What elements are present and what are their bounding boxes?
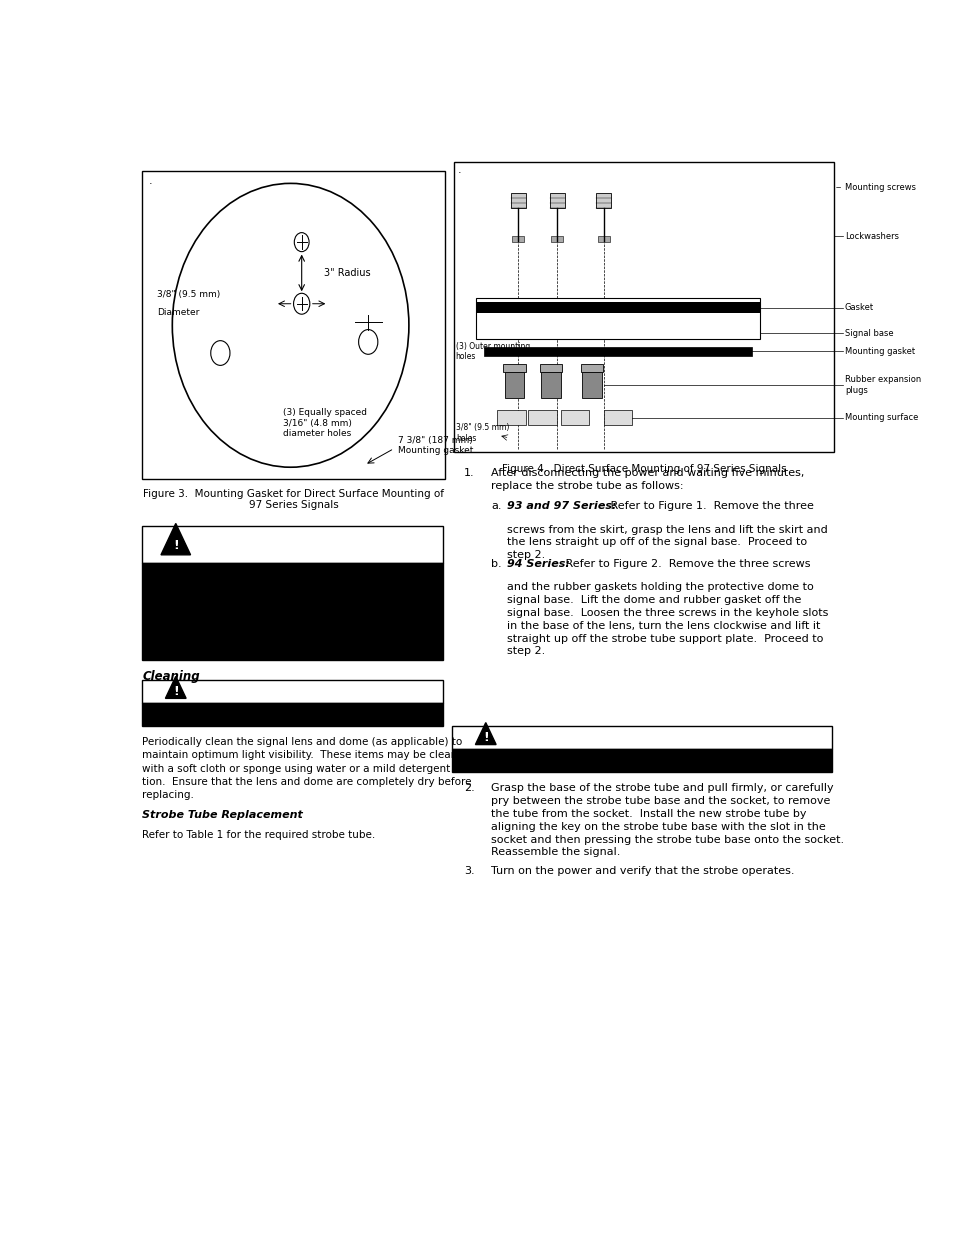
- Bar: [142, 563, 443, 661]
- Bar: [142, 526, 443, 563]
- Bar: [560, 410, 589, 425]
- Bar: [452, 726, 831, 748]
- Bar: [540, 372, 560, 399]
- Bar: [142, 172, 444, 479]
- Text: 3/8" (9.5 mm)
holes: 3/8" (9.5 mm) holes: [456, 424, 509, 443]
- Text: 93 and 97 Series:: 93 and 97 Series:: [506, 501, 616, 511]
- Text: !: !: [482, 731, 488, 745]
- Text: a.: a.: [491, 501, 501, 511]
- Text: (3) Equally spaced
3/16" (4.8 mm)
diameter holes: (3) Equally spaced 3/16" (4.8 mm) diamet…: [283, 409, 367, 438]
- Bar: [142, 703, 443, 726]
- Bar: [142, 679, 443, 703]
- Bar: [581, 372, 601, 399]
- Text: Mounting gasket: Mounting gasket: [844, 347, 914, 356]
- Text: 94 Series:: 94 Series:: [506, 558, 569, 568]
- Bar: [452, 748, 831, 772]
- Text: ·: ·: [149, 179, 152, 189]
- Text: Figure 3.  Mounting Gasket for Direct Surface Mounting of
97 Series Signals: Figure 3. Mounting Gasket for Direct Sur…: [143, 489, 444, 510]
- Text: Refer to Table 1 for the required strobe tube.: Refer to Table 1 for the required strobe…: [142, 830, 375, 840]
- Text: 3/8" (9.5 mm): 3/8" (9.5 mm): [157, 290, 220, 299]
- Text: (3) Outer mounting
holes: (3) Outer mounting holes: [455, 342, 529, 361]
- Text: Grasp the base of the strobe tube and pull firmly, or carefully
pry between the : Grasp the base of the strobe tube and pu…: [491, 783, 843, 857]
- Bar: [476, 303, 760, 312]
- Bar: [512, 236, 524, 242]
- Circle shape: [294, 293, 310, 314]
- Text: Lockwashers: Lockwashers: [844, 231, 898, 241]
- Polygon shape: [475, 722, 496, 745]
- Text: Refer to Figure 2.  Remove the three screws: Refer to Figure 2. Remove the three scre…: [561, 558, 810, 568]
- Ellipse shape: [172, 183, 409, 467]
- Bar: [580, 364, 602, 372]
- Circle shape: [211, 341, 230, 366]
- Text: screws from the skirt, grasp the lens and lift the skirt and
the lens straight u: screws from the skirt, grasp the lens an…: [506, 525, 826, 561]
- Polygon shape: [161, 524, 191, 555]
- Bar: [503, 364, 525, 372]
- Circle shape: [358, 330, 377, 354]
- Bar: [598, 236, 609, 242]
- Text: 7 3/8" (187 mm)
Mounting gasket: 7 3/8" (187 mm) Mounting gasket: [397, 436, 473, 456]
- Text: 3" Radius: 3" Radius: [323, 268, 370, 278]
- Text: !: !: [172, 538, 178, 552]
- Text: Mounting screws: Mounting screws: [844, 183, 915, 193]
- Text: Turn on the power and verify that the strobe operates.: Turn on the power and verify that the st…: [491, 866, 794, 876]
- Text: 1.: 1.: [464, 468, 475, 478]
- Text: Strobe Tube Replacement: Strobe Tube Replacement: [142, 810, 303, 820]
- Text: Signal base: Signal base: [844, 329, 893, 337]
- Text: Mounting surface: Mounting surface: [844, 414, 918, 422]
- Bar: [497, 410, 525, 425]
- Text: !: !: [172, 685, 178, 698]
- Bar: [511, 193, 525, 207]
- Bar: [549, 193, 564, 207]
- Circle shape: [294, 232, 309, 252]
- Bar: [539, 364, 561, 372]
- Bar: [528, 410, 556, 425]
- Text: and the rubber gaskets holding the protective dome to
signal base.  Lift the dom: and the rubber gaskets holding the prote…: [506, 583, 827, 656]
- Bar: [454, 162, 833, 452]
- Text: 2.: 2.: [464, 783, 475, 793]
- Text: ·: ·: [457, 168, 461, 178]
- Bar: [483, 347, 752, 356]
- Text: Diameter: Diameter: [157, 309, 199, 317]
- Text: Rubber expansion
plugs: Rubber expansion plugs: [844, 375, 921, 395]
- Text: Gasket: Gasket: [844, 303, 873, 312]
- Bar: [476, 299, 760, 340]
- Polygon shape: [165, 677, 186, 698]
- Text: b.: b.: [491, 558, 501, 568]
- Bar: [596, 193, 610, 207]
- Bar: [504, 372, 523, 399]
- Bar: [551, 236, 562, 242]
- Text: Refer to Figure 1.  Remove the three: Refer to Figure 1. Remove the three: [606, 501, 813, 511]
- Text: Periodically clean the signal lens and dome (as applicable) to
maintain optimum : Periodically clean the signal lens and d…: [142, 737, 478, 800]
- Text: Cleaning: Cleaning: [142, 671, 200, 683]
- Text: After disconnecting the power and waiting five minutes,
replace the strobe tube : After disconnecting the power and waitin…: [491, 468, 803, 490]
- Text: 3.: 3.: [464, 866, 475, 876]
- Text: Figure 4.  Direct Surface Mounting of 97 Series Signals: Figure 4. Direct Surface Mounting of 97 …: [501, 464, 785, 474]
- Bar: [603, 410, 631, 425]
